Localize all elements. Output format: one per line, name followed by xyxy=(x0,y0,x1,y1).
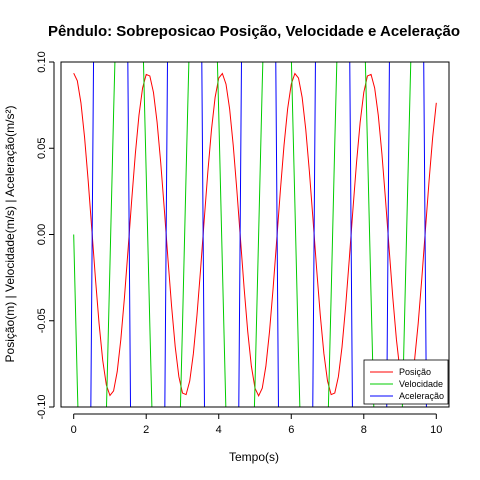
velocity-line xyxy=(73,62,412,407)
y-tick-label: -0.05 xyxy=(36,308,48,333)
acceleration-line xyxy=(90,62,427,407)
chart-title: Pêndulo: Sobreposicao Posição, Velocidad… xyxy=(48,23,460,40)
y-tick-label: 0.10 xyxy=(36,51,48,72)
y-tick-label: 0.05 xyxy=(36,138,48,159)
x-tick-label: 10 xyxy=(430,424,442,436)
legend-label: Aceleração xyxy=(399,391,444,401)
x-tick-label: 4 xyxy=(216,424,222,436)
x-tick-label: 0 xyxy=(71,424,77,436)
plot-frame xyxy=(60,61,450,408)
series-layer xyxy=(73,62,437,407)
y-axis-label: Posição(m) | Velocidade(m/s) | Aceleraçã… xyxy=(3,106,17,363)
legend: Posição Velocidade Aceleração xyxy=(363,359,449,405)
legend-items: Posição Velocidade Aceleração xyxy=(370,367,444,401)
y-tick-label: 0.00 xyxy=(36,224,48,245)
legend-box xyxy=(363,359,449,405)
x-axis: 0 2 4 6 8 10 xyxy=(71,413,442,436)
x-tick-label: 6 xyxy=(288,424,294,436)
y-axis: -0.10 -0.05 0.00 0.05 0.10 xyxy=(36,51,55,420)
legend-label: Posição xyxy=(399,367,431,377)
x-tick-label: 8 xyxy=(361,424,367,436)
x-axis-label: Tempo(s) xyxy=(229,450,279,464)
y-tick-label: -0.10 xyxy=(36,394,48,419)
legend-label: Velocidade xyxy=(399,379,443,389)
x-tick-label: 2 xyxy=(143,424,149,436)
